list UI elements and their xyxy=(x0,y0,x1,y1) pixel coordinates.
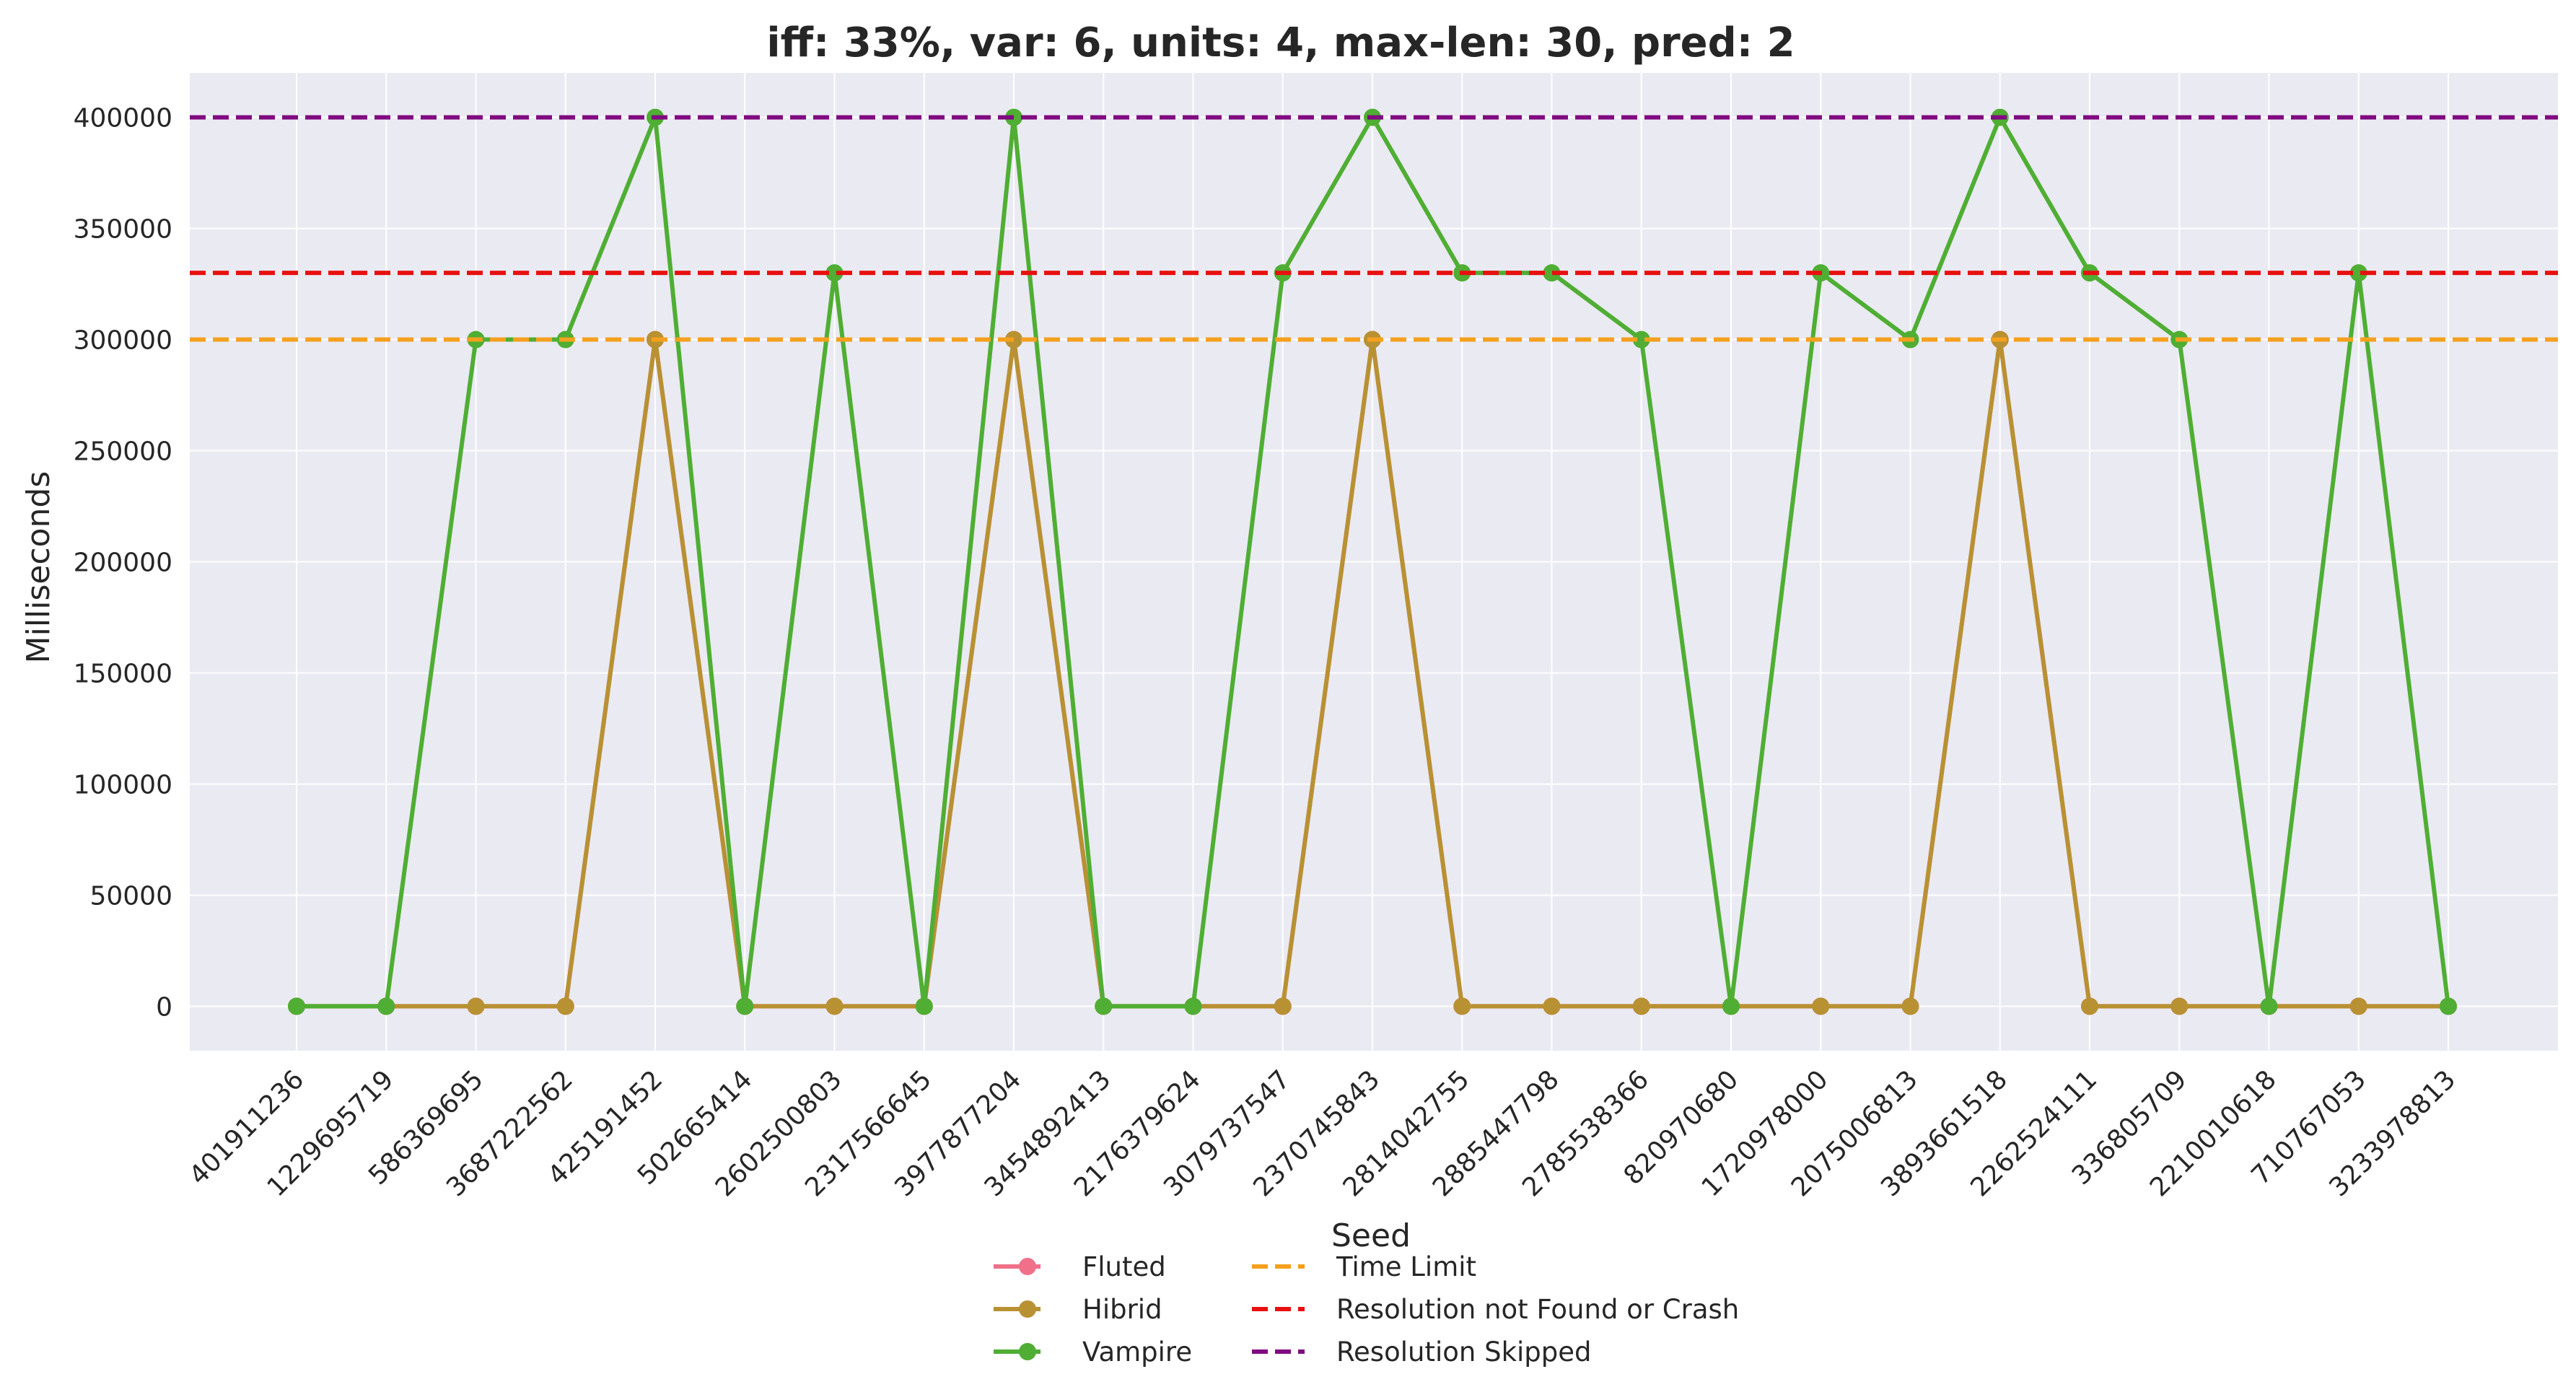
point-vampire xyxy=(1184,997,1202,1015)
chart-title: iff: 33%, var: 6, units: 4, max-len: 30,… xyxy=(766,19,1795,66)
point-hibrid xyxy=(1274,997,1292,1015)
point-hibrid xyxy=(2170,997,2189,1015)
point-vampire xyxy=(1632,331,1650,349)
y-tick-label: 250000 xyxy=(74,437,172,467)
point-vampire xyxy=(1005,108,1022,126)
point-hibrid xyxy=(1812,997,1830,1015)
point-vampire xyxy=(915,997,933,1015)
point-vampire xyxy=(377,997,395,1015)
point-vampire xyxy=(825,264,844,282)
point-vampire xyxy=(288,997,305,1015)
y-tick-label: 350000 xyxy=(74,215,172,245)
point-hibrid xyxy=(1453,997,1471,1015)
y-tick-label: 50000 xyxy=(89,881,172,911)
point-hibrid xyxy=(1543,997,1561,1015)
legend-label: Resolution not Found or Crash xyxy=(1336,1294,1739,1325)
legend-label: Resolution Skipped xyxy=(1336,1336,1592,1368)
y-axis-label: Milliseconds xyxy=(20,471,57,664)
point-hibrid xyxy=(556,997,574,1015)
point-hibrid xyxy=(1901,997,1919,1015)
point-hibrid xyxy=(2349,997,2367,1015)
legend-marker-fluted xyxy=(1019,1258,1036,1275)
point-hibrid xyxy=(825,997,844,1015)
point-vampire xyxy=(1543,264,1561,282)
legend-label: Time Limit xyxy=(1336,1251,1476,1282)
point-hibrid xyxy=(1005,331,1022,349)
y-tick-label: 100000 xyxy=(74,770,172,800)
y-tick-label: 150000 xyxy=(74,659,172,688)
legend: Fluted Hibrid Vampire Time Limit Resolution … xyxy=(994,1251,1739,1368)
point-vampire xyxy=(1095,997,1113,1015)
point-vampire xyxy=(736,997,754,1015)
legend-label: Vampire xyxy=(1082,1336,1192,1368)
point-hibrid xyxy=(467,997,485,1015)
y-tick-label: 400000 xyxy=(74,104,172,134)
legend-marker-hibrid xyxy=(1019,1300,1036,1318)
y-tick-label: 0 xyxy=(156,992,172,1022)
plot-area: 0 50000 100000 150000 200000 250000 300000 3500… xyxy=(74,73,2558,1202)
point-vampire xyxy=(2349,264,2367,282)
y-tick-label: 200000 xyxy=(74,548,172,578)
legend-label: Hibrid xyxy=(1082,1294,1162,1325)
legend-label: Fluted xyxy=(1082,1251,1166,1282)
legend-marker-vampire xyxy=(1019,1343,1036,1360)
point-hibrid xyxy=(1632,997,1650,1015)
y-tick-label: 300000 xyxy=(74,326,172,356)
point-vampire xyxy=(1722,997,1740,1015)
point-hibrid xyxy=(2081,997,2098,1015)
point-vampire xyxy=(2440,997,2457,1015)
x-axis-label: Seed xyxy=(1331,1217,1411,1254)
point-vampire xyxy=(2260,997,2278,1015)
